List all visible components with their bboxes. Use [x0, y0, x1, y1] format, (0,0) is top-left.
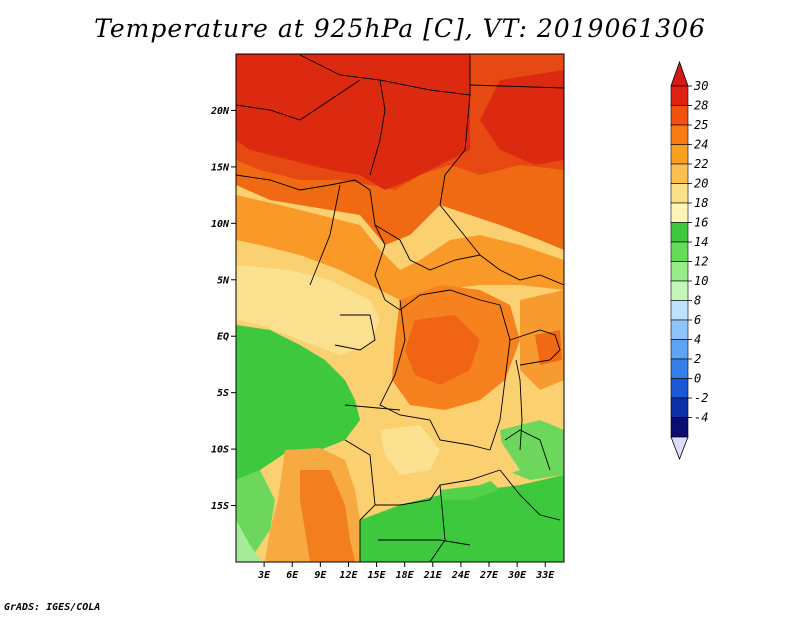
longitude-axis: 3E 6E 9E 12E 15E 18E 21E 24E 27E 30E 33E	[257, 562, 555, 581]
colorbar-swatch	[670, 378, 689, 399]
colorbar-label: 22	[694, 157, 708, 171]
colorbar-swatch	[670, 319, 689, 340]
colorbar-label: 18	[694, 196, 708, 210]
lat-tick-label: 5S	[217, 388, 229, 399]
colorbar-swatch	[670, 85, 689, 106]
colorbar-label: 2	[694, 352, 701, 366]
colorbar-top-arrow	[670, 60, 689, 87]
colorbar-label: 4	[694, 333, 701, 347]
colorbar-label: 0	[694, 372, 701, 386]
colorbar-label: 12	[694, 255, 708, 269]
colorbar-swatch	[670, 397, 689, 418]
colorbar-label: -4	[694, 411, 708, 425]
colorbar-swatch	[670, 183, 689, 204]
colorbar-label: 24	[694, 138, 708, 152]
colorbar-label: 14	[694, 235, 708, 249]
lon-tick-label: 27E	[479, 570, 499, 581]
lat-tick-label: 10S	[211, 445, 229, 456]
lon-tick-label: 3E	[257, 570, 271, 581]
lon-tick-label: 21E	[423, 570, 443, 581]
colorbar-swatch	[670, 417, 689, 438]
lon-tick-label: 18E	[396, 570, 415, 581]
colorbar-label: 10	[694, 274, 708, 288]
colorbar-label: 25	[694, 118, 708, 132]
lat-tick-label: 10N	[211, 219, 230, 230]
colorbar-bottom-arrow	[670, 436, 689, 461]
colorbar-swatch	[670, 261, 689, 282]
lon-tick-label: 6E	[286, 570, 299, 581]
lon-tick-label: 15E	[368, 570, 387, 581]
colorbar-label: 28	[694, 99, 708, 113]
colorbar-swatch	[670, 202, 689, 223]
colorbar-label: 8	[694, 294, 701, 308]
colorbar-swatch	[670, 241, 689, 262]
colorbar-swatch	[670, 358, 689, 379]
colorbar-swatch	[670, 222, 689, 243]
colorbar-swatch	[670, 105, 689, 126]
colorbar-label: 30	[693, 79, 708, 93]
temperature-field	[236, 54, 564, 562]
lon-tick-label: 30E	[507, 570, 527, 581]
colorbar-label: 6	[694, 313, 701, 327]
lat-tick-label: 20N	[210, 106, 230, 117]
map-frame	[235, 53, 565, 563]
lat-tick-label: 5N	[217, 275, 230, 286]
colorbar-swatch	[670, 280, 689, 301]
latitude-axis: 20N 15N 10N 5N EQ 5S 10S 15S	[210, 106, 236, 512]
footer-credit: GrADS: IGES/COLA	[4, 602, 101, 613]
lat-tick-label: 15N	[211, 162, 230, 173]
colorbar-label: -2	[694, 391, 708, 405]
lon-tick-label: 24E	[451, 570, 471, 581]
colorbar-label: 20	[694, 177, 708, 191]
colorbar-swatch	[670, 300, 689, 321]
lat-tick-label: 15S	[211, 501, 229, 512]
colorbar-swatch	[670, 124, 689, 145]
lon-tick-label: 33E	[535, 570, 555, 581]
country-borders	[236, 54, 564, 562]
colorbar-swatch	[670, 163, 689, 184]
chart-title: Temperature at 925hPa [C], VT: 201906130…	[94, 14, 706, 43]
lat-tick-label: EQ	[217, 332, 229, 343]
colorbar-label: 16	[694, 216, 708, 230]
lon-tick-label: 12E	[339, 570, 358, 581]
colorbar-swatch	[670, 339, 689, 360]
colorbar-swatch	[670, 144, 689, 165]
lon-tick-label: 9E	[314, 570, 327, 581]
